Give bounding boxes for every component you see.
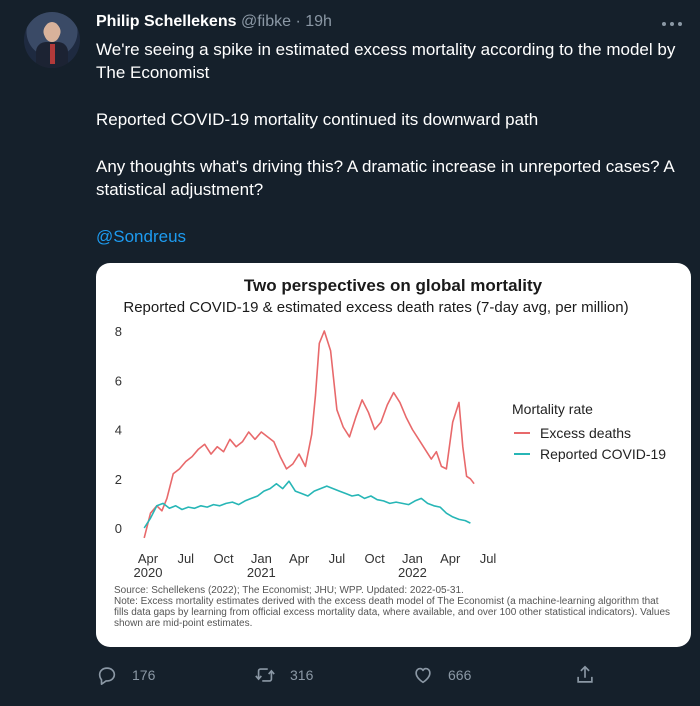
x-tick-label: Oct — [365, 551, 386, 566]
legend-label-reported: Reported COVID-19 — [540, 446, 666, 462]
heart-icon — [415, 667, 431, 684]
more-dot — [670, 22, 674, 26]
chart-source: Source: Schellekens (2022); The Economis… — [114, 585, 464, 596]
x-tick-year-label: 2022 — [398, 565, 427, 580]
retweet-button[interactable]: 316 — [254, 663, 313, 687]
y-tick-label: 6 — [115, 373, 122, 388]
chart-image-card[interactable]: Two perspectives on global mortality Rep… — [96, 263, 691, 647]
share-button[interactable] — [574, 663, 610, 687]
y-tick-label: 8 — [115, 324, 122, 339]
chart-method-note: Note: Excess mortality estimates derived… — [114, 596, 671, 629]
more-dot — [662, 22, 666, 26]
chart-notes: Source: Schellekens (2022); The Economis… — [114, 585, 674, 629]
x-tick-label: Jan — [402, 551, 423, 566]
avatar-tie — [50, 44, 55, 64]
author-handle[interactable]: @fibke — [240, 13, 291, 30]
series-line-excess-deaths — [143, 330, 475, 539]
legend-label-excess: Excess deaths — [540, 425, 631, 441]
author-name[interactable]: Philip Schellekens — [96, 13, 237, 30]
like-button[interactable]: 666 — [412, 663, 471, 687]
x-tick-year-label: 2020 — [134, 565, 163, 580]
chart-title: Two perspectives on global mortality — [244, 276, 543, 295]
more-dot — [678, 22, 682, 26]
tweet-text: We're seeing a spike in estimated excess… — [96, 38, 686, 248]
x-tick-label: Oct — [213, 551, 234, 566]
mention-link[interactable]: @Sondreus — [96, 227, 187, 246]
reply-icon — [98, 667, 116, 685]
series-line-reported-covid — [143, 480, 471, 529]
tweet-paragraph: We're seeing a spike in estimated excess… — [96, 40, 676, 82]
tweet-paragraph: Reported COVID-19 mortality continued it… — [96, 110, 539, 129]
y-tick-label: 0 — [115, 521, 122, 536]
header-separator: · — [295, 13, 301, 30]
reply-count: 176 — [132, 667, 156, 683]
x-tick-label: Apr — [289, 551, 310, 566]
share-icon — [577, 665, 593, 683]
tweet-timestamp[interactable]: 19h — [305, 13, 332, 30]
y-tick-label: 4 — [115, 423, 122, 438]
x-tick-label: Apr — [138, 551, 159, 566]
x-tick-year-label: 2021 — [247, 565, 276, 580]
y-tick-label: 2 — [115, 472, 122, 487]
tweet-actions: 176 316 666 — [0, 655, 700, 695]
x-tick-label: Apr — [440, 551, 461, 566]
mortality-chart: Two perspectives on global mortality Rep… — [115, 276, 667, 580]
x-tick-label: Jul — [329, 551, 346, 566]
x-tick-label: Jul — [177, 551, 194, 566]
x-tick-label: Jul — [480, 551, 497, 566]
like-count: 666 — [448, 667, 472, 683]
retweet-icon — [255, 668, 275, 682]
author-avatar[interactable] — [24, 12, 80, 68]
avatar-face — [44, 22, 60, 42]
retweet-count: 316 — [290, 667, 314, 683]
x-tick-label: Jan — [251, 551, 272, 566]
legend-title: Mortality rate — [512, 401, 593, 417]
chart-subtitle: Reported COVID-19 & estimated excess dea… — [123, 299, 628, 316]
tweet-paragraph: Any thoughts what's driving this? A dram… — [96, 157, 674, 199]
more-icon[interactable] — [660, 14, 684, 34]
reply-button[interactable]: 176 — [96, 663, 155, 687]
tweet-header: Philip Schellekens @fibke · 19h — [96, 12, 332, 32]
